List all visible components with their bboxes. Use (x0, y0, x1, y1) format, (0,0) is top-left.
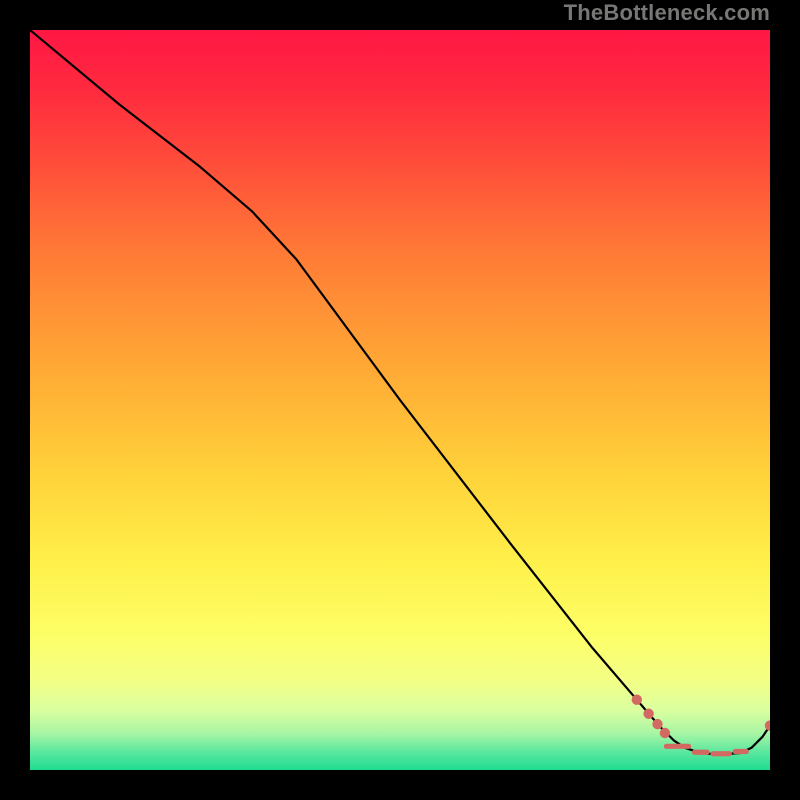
marker-dot (632, 695, 642, 705)
marker-dot (643, 709, 653, 719)
marker-dot (660, 728, 670, 738)
marker-dot (652, 719, 662, 729)
chart-frame: TheBottleneck.com (0, 0, 800, 800)
watermark-text: TheBottleneck.com (564, 0, 770, 26)
plot-area (30, 30, 770, 770)
bottleneck-chart (30, 30, 770, 770)
